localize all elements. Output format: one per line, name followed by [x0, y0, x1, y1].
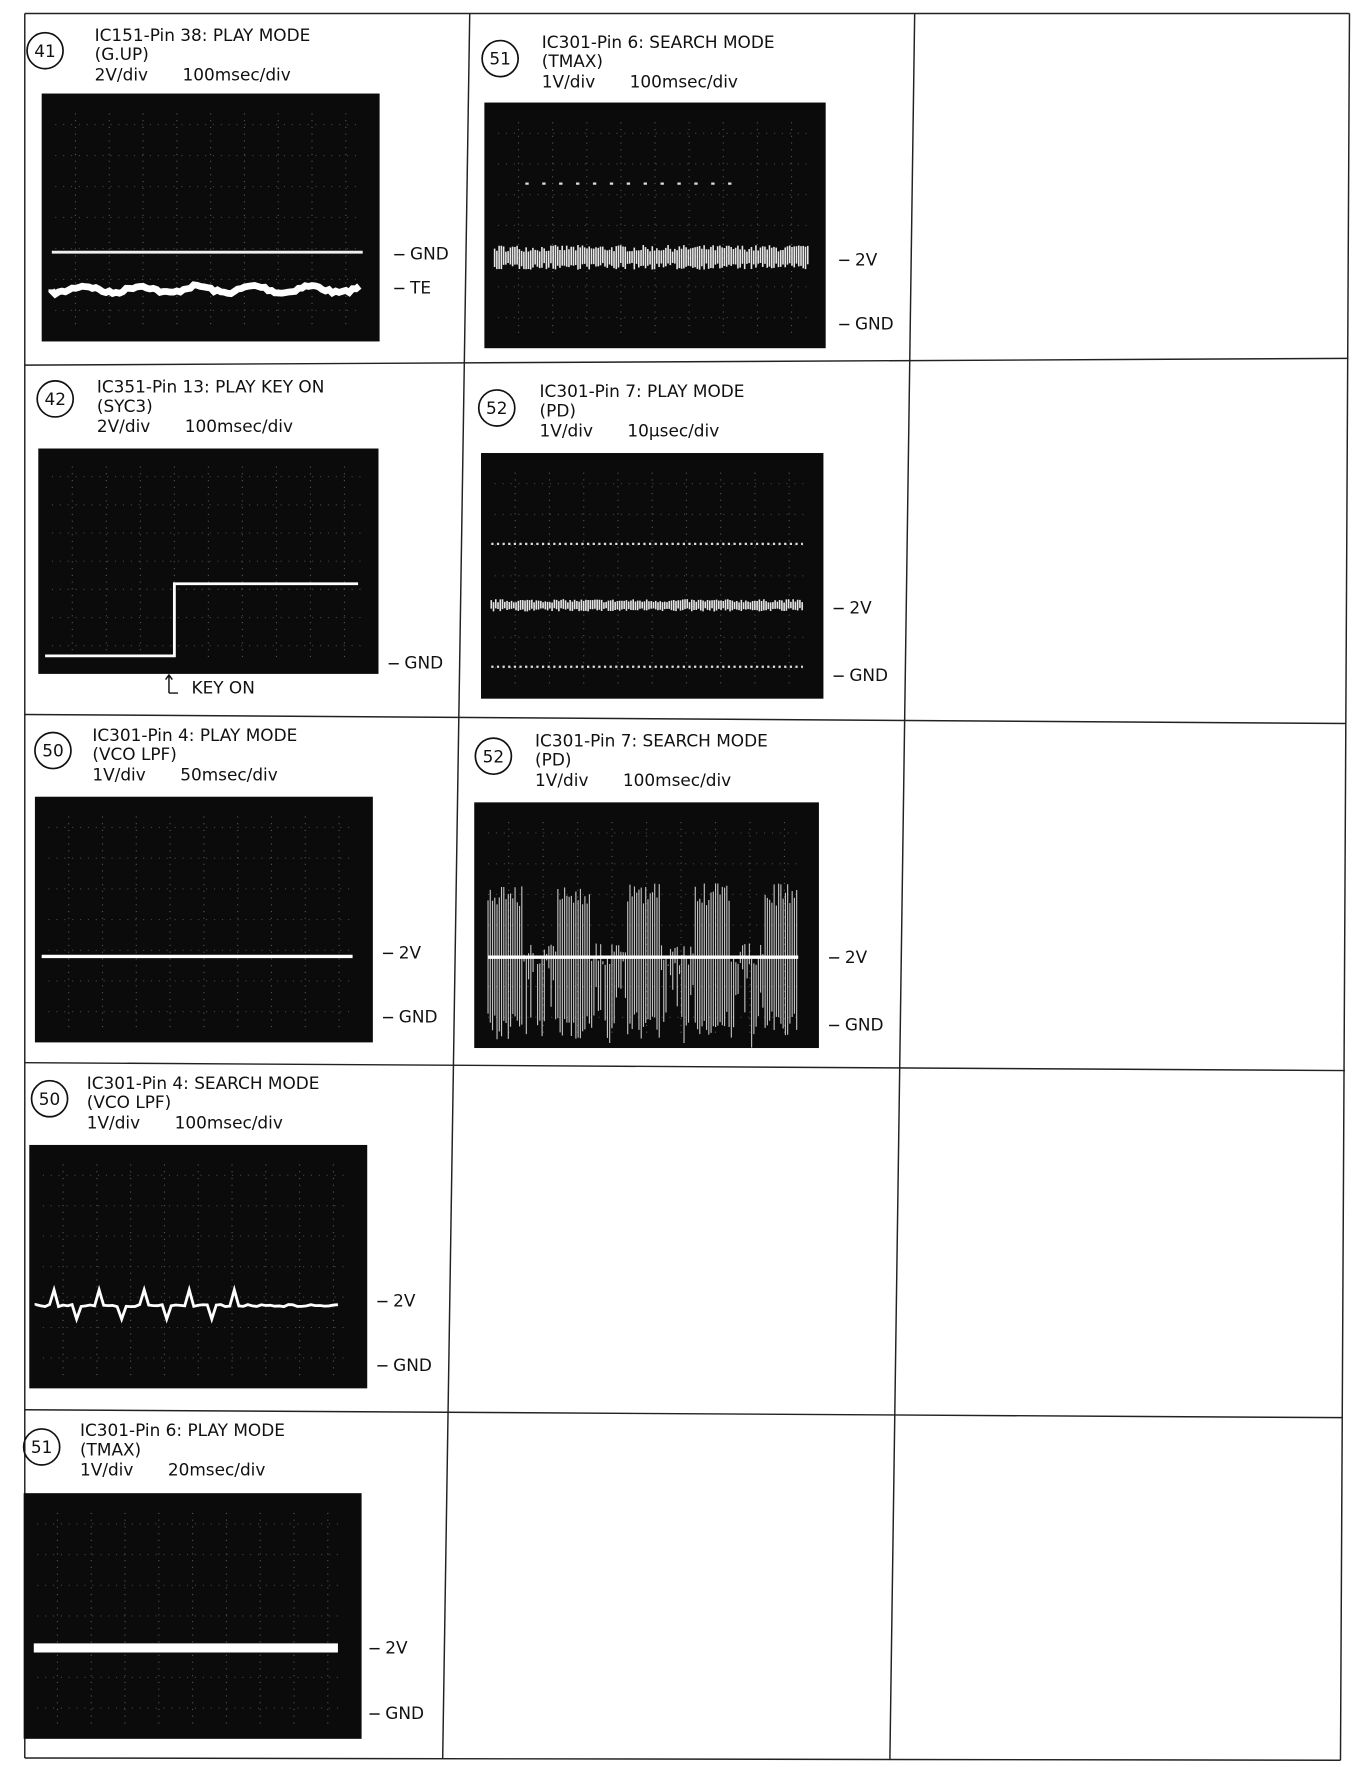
number-circle	[26, 31, 64, 70]
oscilloscope-trace	[34, 796, 373, 1043]
volts-per-div: 1V/div	[80, 1460, 133, 1480]
panel-title: IC351-Pin 13: PLAY KEY ON	[97, 377, 324, 397]
volts-per-div: 1V/div	[542, 71, 595, 91]
panel-number: 41	[34, 41, 55, 61]
panel: 41 IC151-Pin 38: PLAY MODE(G.UP)2V/div 100…	[26, 25, 449, 342]
time-per-div: 100msec/div	[630, 71, 738, 91]
table-frame	[24, 12, 1351, 1761]
volts-per-div: 1V/div	[535, 770, 588, 790]
panel: 52 IC301-Pin 7: SEARCH MODE(PD)1V/div 100m…	[474, 731, 884, 1049]
level-label: GND	[385, 1703, 424, 1723]
signal-name: (PD)	[540, 400, 576, 420]
volts-per-div: 2V/div	[97, 416, 150, 436]
oscilloscope-trace	[23, 1493, 362, 1739]
volts-per-div: 1V/div	[92, 764, 145, 784]
panel-title: IC301-Pin 7: PLAY MODE	[540, 381, 745, 401]
signal-name: (TMAX)	[80, 1439, 141, 1459]
signal-name: (TMAX)	[542, 51, 603, 71]
number-circle	[22, 1428, 61, 1466]
panel: 50 IC301-Pin 4: SEARCH MODE(VCO LPF)1V/di…	[29, 1073, 432, 1389]
panel-title: IC301-Pin 4: SEARCH MODE	[87, 1073, 320, 1093]
signal-name: (VCO LPF)	[92, 744, 176, 764]
level-label: 2V	[849, 598, 872, 618]
volts-per-div: 1V/div	[540, 421, 593, 441]
scope-screen	[41, 93, 380, 342]
scope-screen	[23, 1493, 362, 1739]
time-per-div: 100msec/div	[182, 65, 290, 85]
oscilloscope-trace	[38, 448, 379, 674]
panel-number: 50	[39, 1089, 60, 1109]
time-per-div: 20msec/div	[168, 1460, 266, 1480]
panel-title: IC301-Pin 4: PLAY MODE	[92, 725, 297, 745]
volts-per-div: 1V/div	[87, 1113, 140, 1133]
scope-screen	[34, 796, 373, 1043]
trace	[490, 599, 803, 612]
panel-title: IC301-Pin 6: SEARCH MODE	[542, 32, 775, 52]
trace	[493, 244, 809, 270]
marker-arrow	[165, 673, 178, 694]
level-label: 2V	[855, 249, 878, 269]
level-label: GND	[410, 244, 449, 264]
oscilloscope-trace	[484, 102, 826, 349]
panel: 52 IC301-Pin 7: PLAY MODE(PD)1V/div 10μsec…	[477, 381, 888, 699]
number-circle	[30, 1079, 69, 1118]
oscilloscope-trace	[480, 453, 824, 699]
level-label: GND	[393, 1355, 432, 1375]
number-circle	[36, 380, 75, 418]
time-per-div: 100msec/div	[623, 770, 731, 790]
panel: 51 IC301-Pin 6: SEARCH MODE(TMAX)1V/div 10…	[481, 32, 894, 349]
level-label: TE	[409, 277, 431, 297]
level-label: 2V	[385, 1638, 408, 1658]
number-circle	[474, 737, 513, 776]
level-label: GND	[845, 1014, 884, 1034]
time-per-div: 100msec/div	[175, 1113, 283, 1133]
panel: 50 IC301-Pin 4: PLAY MODE(VCO LPF)1V/div 5…	[34, 725, 438, 1043]
panel-number: 50	[42, 741, 63, 761]
oscilloscope-trace	[29, 1144, 368, 1389]
level-label: GND	[849, 665, 888, 685]
number-circle	[477, 389, 516, 427]
oscilloscope-trace	[41, 93, 380, 342]
panel-number: 52	[486, 398, 507, 418]
panel: 51 IC301-Pin 6: PLAY MODE(TMAX)1V/div 20ms…	[22, 1420, 424, 1739]
panel-number: 51	[489, 49, 510, 69]
number-circle	[481, 39, 520, 78]
level-label: 2V	[399, 942, 422, 962]
oscilloscope-trace	[474, 802, 819, 1049]
trace	[34, 1284, 339, 1324]
level-label: 2V	[393, 1291, 416, 1311]
panel-number: 42	[44, 389, 65, 409]
panel-title: IC301-Pin 7: SEARCH MODE	[535, 731, 768, 751]
trace	[45, 582, 359, 658]
panel-number: 51	[31, 1437, 52, 1457]
level-label: GND	[404, 653, 443, 673]
time-per-div: 50msec/div	[180, 764, 278, 784]
panel-title: IC151-Pin 38: PLAY MODE	[95, 25, 311, 45]
signal-name: (SYC3)	[97, 396, 153, 416]
marker-label: KEY ON	[191, 678, 254, 698]
panel-title: IC301-Pin 6: PLAY MODE	[80, 1420, 285, 1440]
level-label: 2V	[845, 947, 868, 967]
number-circle	[34, 731, 72, 770]
scope-screen	[480, 453, 824, 699]
volts-per-div: 2V/div	[95, 65, 148, 85]
panel-number: 52	[483, 746, 504, 766]
signal-name: (G.UP)	[95, 44, 149, 64]
signal-name: (VCO LPF)	[87, 1092, 171, 1112]
trace	[48, 281, 362, 299]
time-per-div: 100msec/div	[185, 416, 293, 436]
panel: 42 IC351-Pin 13: PLAY KEY ON(SYC3)2V/div 1…	[36, 377, 443, 698]
signal-name: (PD)	[535, 750, 571, 770]
scope-screen	[38, 448, 379, 674]
time-per-div: 10μsec/div	[627, 421, 719, 441]
level-label: GND	[855, 314, 894, 334]
level-label: GND	[399, 1007, 438, 1027]
